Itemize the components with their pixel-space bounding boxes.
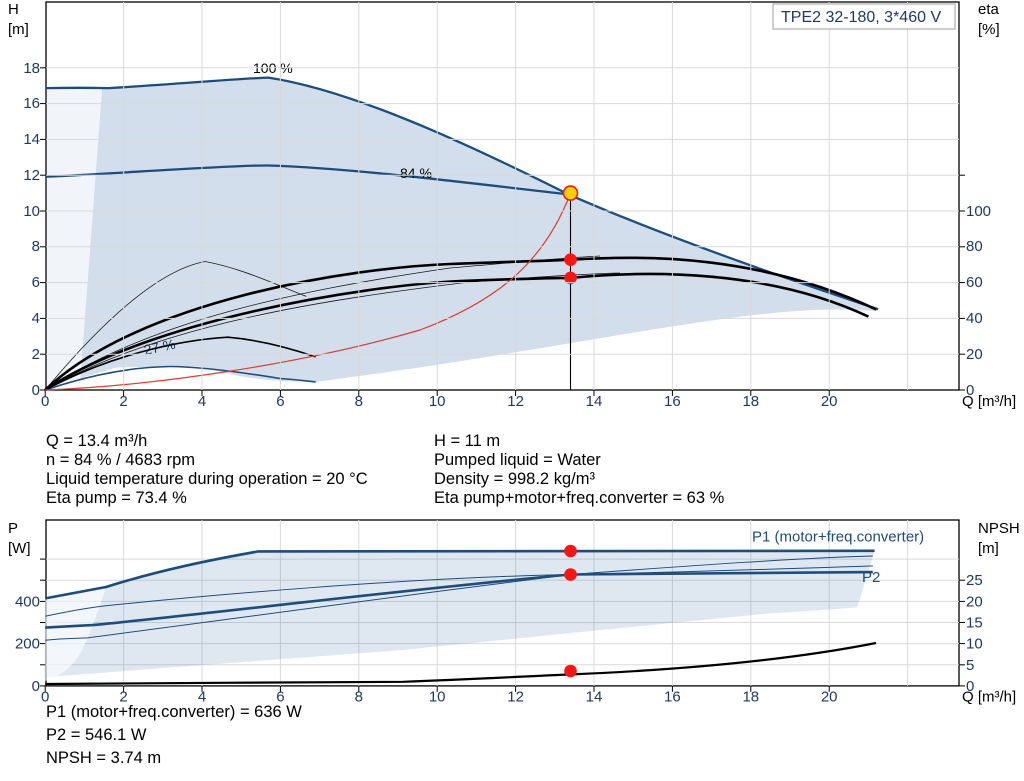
svg-text:10: 10 bbox=[429, 689, 446, 706]
svg-text:20: 20 bbox=[966, 346, 983, 363]
svg-text:20: 20 bbox=[821, 689, 838, 706]
svg-text:TPE2 32-180, 3*460 V: TPE2 32-180, 3*460 V bbox=[781, 9, 941, 26]
svg-text:400: 400 bbox=[15, 593, 40, 610]
svg-text:16: 16 bbox=[23, 95, 40, 112]
svg-text:0: 0 bbox=[32, 678, 40, 695]
svg-text:0: 0 bbox=[41, 393, 49, 410]
svg-text:0: 0 bbox=[966, 382, 974, 399]
svg-text:0: 0 bbox=[32, 382, 40, 399]
svg-text:200: 200 bbox=[15, 636, 40, 653]
svg-text:40: 40 bbox=[966, 310, 983, 327]
svg-text:20: 20 bbox=[821, 393, 838, 410]
svg-text:16: 16 bbox=[664, 689, 681, 706]
svg-text:[m]: [m] bbox=[8, 21, 29, 38]
svg-text:Q = 13.4 m³/h: Q = 13.4 m³/h bbox=[46, 432, 147, 450]
svg-text:P2 = 546.1 W: P2 = 546.1 W bbox=[46, 726, 147, 744]
svg-text:2: 2 bbox=[32, 346, 40, 363]
svg-text:80: 80 bbox=[966, 238, 983, 255]
svg-text:12: 12 bbox=[507, 689, 524, 706]
svg-text:14: 14 bbox=[586, 393, 603, 410]
svg-text:14: 14 bbox=[23, 131, 40, 148]
svg-text:NPSH = 3.74 m: NPSH = 3.74 m bbox=[46, 749, 161, 767]
svg-text:12: 12 bbox=[507, 393, 524, 410]
svg-text:Liquid temperature during oper: Liquid temperature during operation = 20… bbox=[46, 470, 368, 488]
svg-text:[W]: [W] bbox=[8, 540, 31, 557]
svg-text:20: 20 bbox=[966, 593, 983, 610]
svg-text:Pumped liquid = Water: Pumped liquid = Water bbox=[434, 451, 601, 469]
svg-text:0: 0 bbox=[966, 678, 974, 695]
svg-text:5: 5 bbox=[966, 657, 974, 674]
svg-text:eta: eta bbox=[978, 1, 1000, 18]
svg-text:16: 16 bbox=[664, 393, 681, 410]
svg-text:18: 18 bbox=[742, 393, 759, 410]
svg-text:14: 14 bbox=[586, 689, 603, 706]
svg-text:P: P bbox=[8, 520, 18, 537]
svg-text:H = 11 m: H = 11 m bbox=[434, 432, 500, 450]
svg-text:[%]: [%] bbox=[978, 21, 1000, 38]
svg-text:Eta pump+motor+freq.converter: Eta pump+motor+freq.converter = 63 % bbox=[434, 489, 725, 507]
svg-text:Eta pump = 73.4 %: Eta pump = 73.4 % bbox=[46, 489, 187, 507]
svg-text:10: 10 bbox=[429, 393, 446, 410]
svg-text:2: 2 bbox=[119, 393, 127, 410]
svg-text:60: 60 bbox=[966, 274, 983, 291]
svg-text:100: 100 bbox=[966, 203, 991, 220]
svg-text:Density = 998.2 kg/m³: Density = 998.2 kg/m³ bbox=[434, 470, 595, 488]
svg-text:P2: P2 bbox=[862, 569, 880, 586]
svg-text:18: 18 bbox=[742, 689, 759, 706]
svg-text:12: 12 bbox=[23, 167, 40, 184]
svg-text:84 %: 84 % bbox=[400, 165, 432, 181]
svg-text:8: 8 bbox=[355, 393, 363, 410]
svg-text:4: 4 bbox=[198, 393, 206, 410]
svg-text:4: 4 bbox=[32, 310, 40, 327]
svg-text:H: H bbox=[8, 1, 19, 18]
svg-text:P1 (motor+freq.converter) = 63: P1 (motor+freq.converter) = 636 W bbox=[46, 703, 302, 721]
svg-text:25: 25 bbox=[966, 572, 983, 589]
svg-text:P1 (motor+freq.converter): P1 (motor+freq.converter) bbox=[752, 529, 924, 546]
svg-text:10: 10 bbox=[966, 636, 983, 653]
svg-text:8: 8 bbox=[355, 689, 363, 706]
svg-text:10: 10 bbox=[23, 203, 40, 220]
svg-text:NPSH: NPSH bbox=[978, 520, 1020, 537]
svg-text:18: 18 bbox=[23, 60, 40, 77]
svg-text:8: 8 bbox=[32, 238, 40, 255]
svg-text:6: 6 bbox=[276, 393, 284, 410]
svg-text:n = 84 % / 4683 rpm: n = 84 % / 4683 rpm bbox=[46, 451, 195, 469]
svg-text:6: 6 bbox=[32, 274, 40, 291]
svg-text:[m]: [m] bbox=[978, 540, 999, 557]
svg-text:15: 15 bbox=[966, 615, 983, 632]
